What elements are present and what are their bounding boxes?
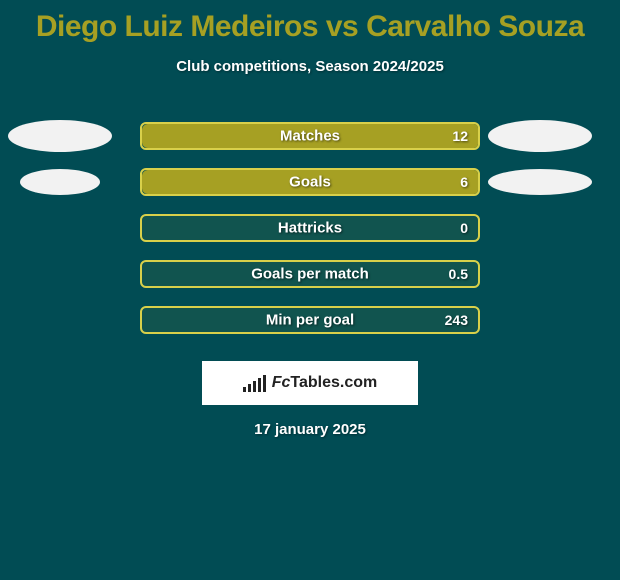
page-root: Diego Luiz Medeiros vs Carvalho Souza Cl…	[0, 0, 620, 580]
brand-bar-segment	[253, 381, 256, 392]
stat-value: 0	[460, 220, 468, 236]
stat-bar-track: Goals per match 0.5	[140, 260, 480, 288]
stat-value: 6	[460, 174, 468, 190]
stat-value: 12	[452, 128, 468, 144]
page-title: Diego Luiz Medeiros vs Carvalho Souza	[0, 0, 620, 44]
stat-label: Hattricks	[278, 220, 342, 237]
stat-row: Goals per match 0.5	[0, 251, 620, 297]
brand-bar-segment	[263, 375, 266, 392]
stat-bar-track: Goals 6	[140, 168, 480, 196]
stat-bar-track: Min per goal 243	[140, 306, 480, 334]
brand-bar-segment	[248, 384, 251, 392]
stat-label: Matches	[280, 128, 340, 145]
brand-text: FcTables.com	[272, 374, 378, 392]
brand-rest: Tables.com	[290, 374, 377, 391]
page-subtitle: Club competitions, Season 2024/2025	[0, 58, 620, 75]
brand-badge[interactable]: FcTables.com	[202, 361, 418, 405]
stat-label: Goals per match	[251, 266, 369, 283]
stat-label: Min per goal	[266, 312, 354, 329]
stat-row: Goals 6	[0, 159, 620, 205]
stats-chart: Matches 12 Goals 6 Hattricks 0 Goals per match…	[0, 113, 620, 343]
brand-prefix: Fc	[272, 374, 291, 391]
player-avatar-right	[488, 120, 592, 152]
brand-bar-segment	[243, 387, 246, 392]
player-avatar-right	[488, 169, 592, 195]
stat-value: 243	[445, 312, 468, 328]
brand-bars-icon	[243, 374, 266, 392]
stat-row: Matches 12	[0, 113, 620, 159]
footer-date: 17 january 2025	[0, 421, 620, 438]
stat-row: Hattricks 0	[0, 205, 620, 251]
player-avatar-left	[8, 120, 112, 152]
stat-bar-track: Hattricks 0	[140, 214, 480, 242]
stat-bar-track: Matches 12	[140, 122, 480, 150]
stat-row: Min per goal 243	[0, 297, 620, 343]
player-avatar-left	[20, 169, 100, 195]
stat-value: 0.5	[449, 266, 468, 282]
stat-label: Goals	[289, 174, 331, 191]
brand-bar-segment	[258, 378, 261, 392]
